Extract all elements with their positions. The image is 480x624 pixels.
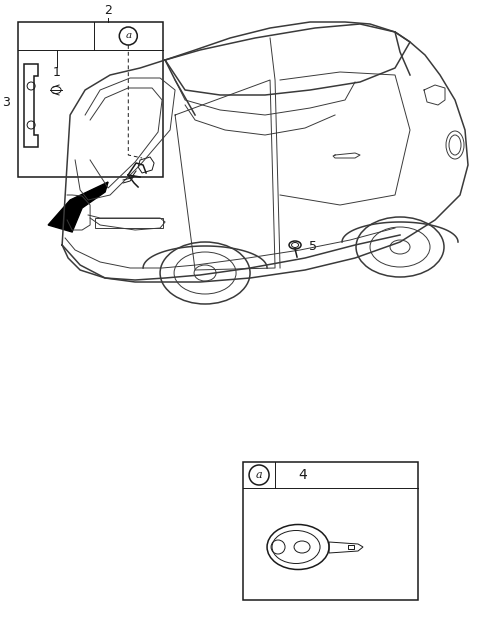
Polygon shape xyxy=(48,182,108,232)
Bar xyxy=(95,218,163,228)
Bar xyxy=(18,22,163,177)
Text: 1: 1 xyxy=(52,66,60,79)
Text: 3: 3 xyxy=(2,95,10,109)
Bar xyxy=(243,462,418,600)
Text: 2: 2 xyxy=(104,4,112,17)
Text: a: a xyxy=(256,470,263,480)
Text: 4: 4 xyxy=(298,468,307,482)
Text: 5: 5 xyxy=(309,240,317,253)
Text: a: a xyxy=(125,31,132,41)
